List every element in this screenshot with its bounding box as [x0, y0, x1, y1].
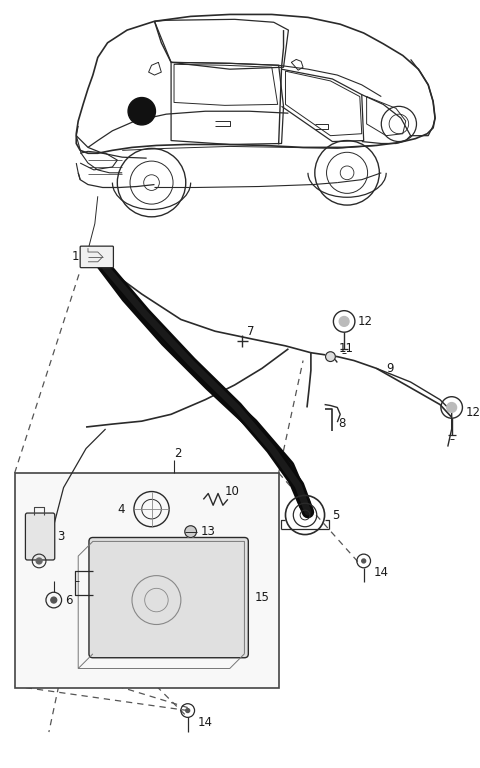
- Circle shape: [128, 98, 156, 125]
- Text: 7: 7: [247, 325, 255, 338]
- Text: 4: 4: [117, 502, 125, 515]
- Text: 6: 6: [65, 594, 73, 607]
- Circle shape: [36, 558, 42, 564]
- Text: 12: 12: [358, 315, 373, 328]
- Text: 8: 8: [338, 416, 346, 429]
- Circle shape: [339, 316, 349, 326]
- Text: 13: 13: [201, 525, 216, 538]
- Circle shape: [186, 709, 190, 713]
- Text: 1: 1: [72, 250, 79, 263]
- Text: 15: 15: [254, 591, 269, 604]
- Circle shape: [185, 526, 196, 538]
- Circle shape: [447, 402, 456, 412]
- FancyBboxPatch shape: [25, 513, 55, 560]
- Text: 11: 11: [338, 343, 353, 356]
- Text: 9: 9: [386, 362, 394, 375]
- Text: 2: 2: [174, 447, 181, 460]
- FancyBboxPatch shape: [89, 538, 248, 657]
- Text: 5: 5: [333, 508, 340, 521]
- FancyBboxPatch shape: [80, 247, 113, 268]
- Text: 14: 14: [373, 566, 388, 579]
- Text: 10: 10: [225, 485, 240, 498]
- Circle shape: [325, 352, 336, 362]
- Circle shape: [362, 559, 366, 563]
- Text: 14: 14: [197, 716, 213, 729]
- Circle shape: [51, 598, 57, 603]
- Bar: [15, 473, 278, 688]
- Text: 3: 3: [57, 530, 64, 543]
- Text: 12: 12: [466, 406, 480, 419]
